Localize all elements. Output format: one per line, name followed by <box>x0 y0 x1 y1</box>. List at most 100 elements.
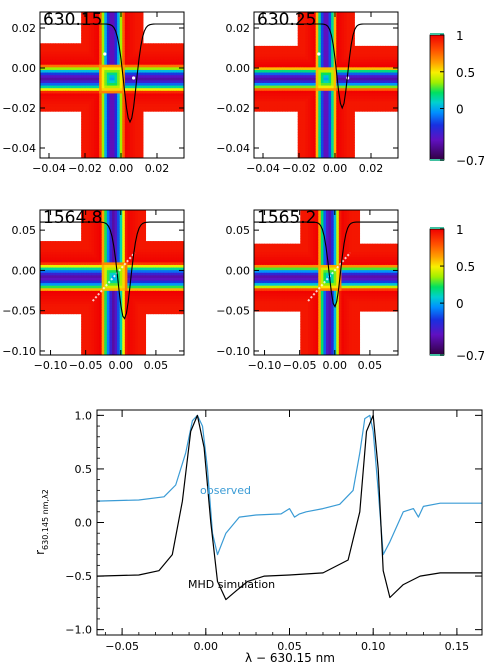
heatmap-cell <box>305 19 309 24</box>
heatmap-cell <box>63 87 67 91</box>
heatmap-cell <box>130 66 134 70</box>
heatmap-cell <box>351 98 355 102</box>
heatmap-cell <box>104 51 108 55</box>
heatmap-cell <box>68 74 72 78</box>
heatmap-image <box>40 210 184 355</box>
heatmap-cell <box>137 111 141 115</box>
heatmap-cell <box>101 134 105 138</box>
heatmap-cell <box>297 95 301 99</box>
heatmap-cell <box>277 74 281 78</box>
heatmap-cell <box>81 313 85 317</box>
heatmap-cell <box>333 87 337 91</box>
heatmap-cell <box>117 17 121 21</box>
heatmap-cell <box>326 17 330 21</box>
heatmap-cell <box>282 64 286 68</box>
heatmap-cell <box>88 142 93 146</box>
heatmap-cell <box>106 108 111 112</box>
heatmap-cell <box>364 48 368 52</box>
heatmap-cell <box>387 45 391 50</box>
heatmap-cell <box>346 27 350 31</box>
heatmap-cell <box>127 150 131 154</box>
heatmap-cell <box>326 139 330 143</box>
heatmap-cell <box>308 118 312 123</box>
heatmap-cell <box>117 144 121 149</box>
heatmap-cell <box>86 95 90 99</box>
heatmap-cell <box>137 95 141 99</box>
heatmap-cell <box>310 35 314 39</box>
heatmap-cell <box>65 98 69 102</box>
heatmap-cell <box>160 69 165 73</box>
heatmap-cell <box>135 17 139 21</box>
heatmap-cell <box>295 85 299 89</box>
heatmap-cell <box>122 113 126 117</box>
heatmap-cell <box>266 92 271 97</box>
heatmap-cell <box>63 287 67 291</box>
heatmap-cell <box>173 48 177 52</box>
heatmap-cell <box>109 103 113 107</box>
heatmap-cell <box>81 43 85 47</box>
heatmap-cell <box>117 142 121 146</box>
heatmap-cell <box>140 92 144 97</box>
heatmap-cell <box>315 85 319 89</box>
heatmap-cell <box>83 131 87 136</box>
heatmap-cell <box>124 85 129 89</box>
heatmap-cell <box>356 74 361 78</box>
heatmap-cell <box>76 266 80 271</box>
heatmap-cell <box>328 121 332 125</box>
heatmap-cell <box>367 90 371 94</box>
heatmap-cell <box>73 246 77 250</box>
heatmap-cell <box>99 19 103 24</box>
heatmap-cell <box>42 82 46 86</box>
heatmap-cell <box>380 64 384 68</box>
heatmap-cell <box>269 66 273 70</box>
heatmap-cell <box>45 251 49 255</box>
heatmap-cell <box>106 35 111 39</box>
heatmap-cell <box>106 92 111 97</box>
heatmap-cell <box>52 56 57 60</box>
heatmap-cell <box>168 82 172 86</box>
heatmap-cell <box>47 254 51 258</box>
heatmap-cell <box>81 87 85 91</box>
heatmap-cell <box>140 129 144 133</box>
heatmap-cell <box>81 14 85 18</box>
heatmap-cell <box>112 27 116 31</box>
heatmap-cell <box>58 264 62 268</box>
heatmap-cell <box>40 79 44 83</box>
heatmap-cell <box>272 90 276 94</box>
heatmap-cell <box>359 48 363 52</box>
heatmap-cell <box>83 336 87 341</box>
heatmap-cell <box>264 58 268 63</box>
heatmap-cell <box>70 292 75 297</box>
heatmap-cell <box>73 295 77 299</box>
heatmap-cell <box>117 82 121 86</box>
heatmap-cell <box>86 134 90 138</box>
heatmap-cell <box>58 71 62 76</box>
heatmap-cell <box>135 90 139 94</box>
heatmap-cell <box>112 144 116 149</box>
heatmap-cell <box>287 103 291 107</box>
heatmap-cell <box>264 108 268 112</box>
heatmap-cell <box>86 277 90 281</box>
heatmap-cell <box>168 103 172 107</box>
heatmap-cell <box>326 155 330 158</box>
heatmap-cell <box>367 98 371 102</box>
heatmap-cell <box>178 98 183 102</box>
heatmap-cell <box>313 113 317 117</box>
heatmap-cell <box>86 17 90 21</box>
heatmap-cell <box>132 108 136 112</box>
heatmap-cell <box>101 12 105 16</box>
heatmap-cell <box>328 25 332 29</box>
heatmap-cell <box>137 14 141 18</box>
heatmap-cell <box>42 58 46 63</box>
heatmap-cell <box>362 108 366 112</box>
heatmap-cell <box>124 77 129 81</box>
heatmap-cell <box>124 40 129 44</box>
heatmap-cell <box>73 61 77 65</box>
heatmap-image <box>40 12 184 158</box>
heatmap-cell <box>333 82 337 86</box>
heatmap-cell <box>112 111 116 115</box>
heatmap-cell <box>130 12 134 16</box>
heatmap-cell <box>76 85 80 89</box>
heatmap-cell <box>344 150 348 154</box>
heatmap-cell <box>155 79 159 83</box>
